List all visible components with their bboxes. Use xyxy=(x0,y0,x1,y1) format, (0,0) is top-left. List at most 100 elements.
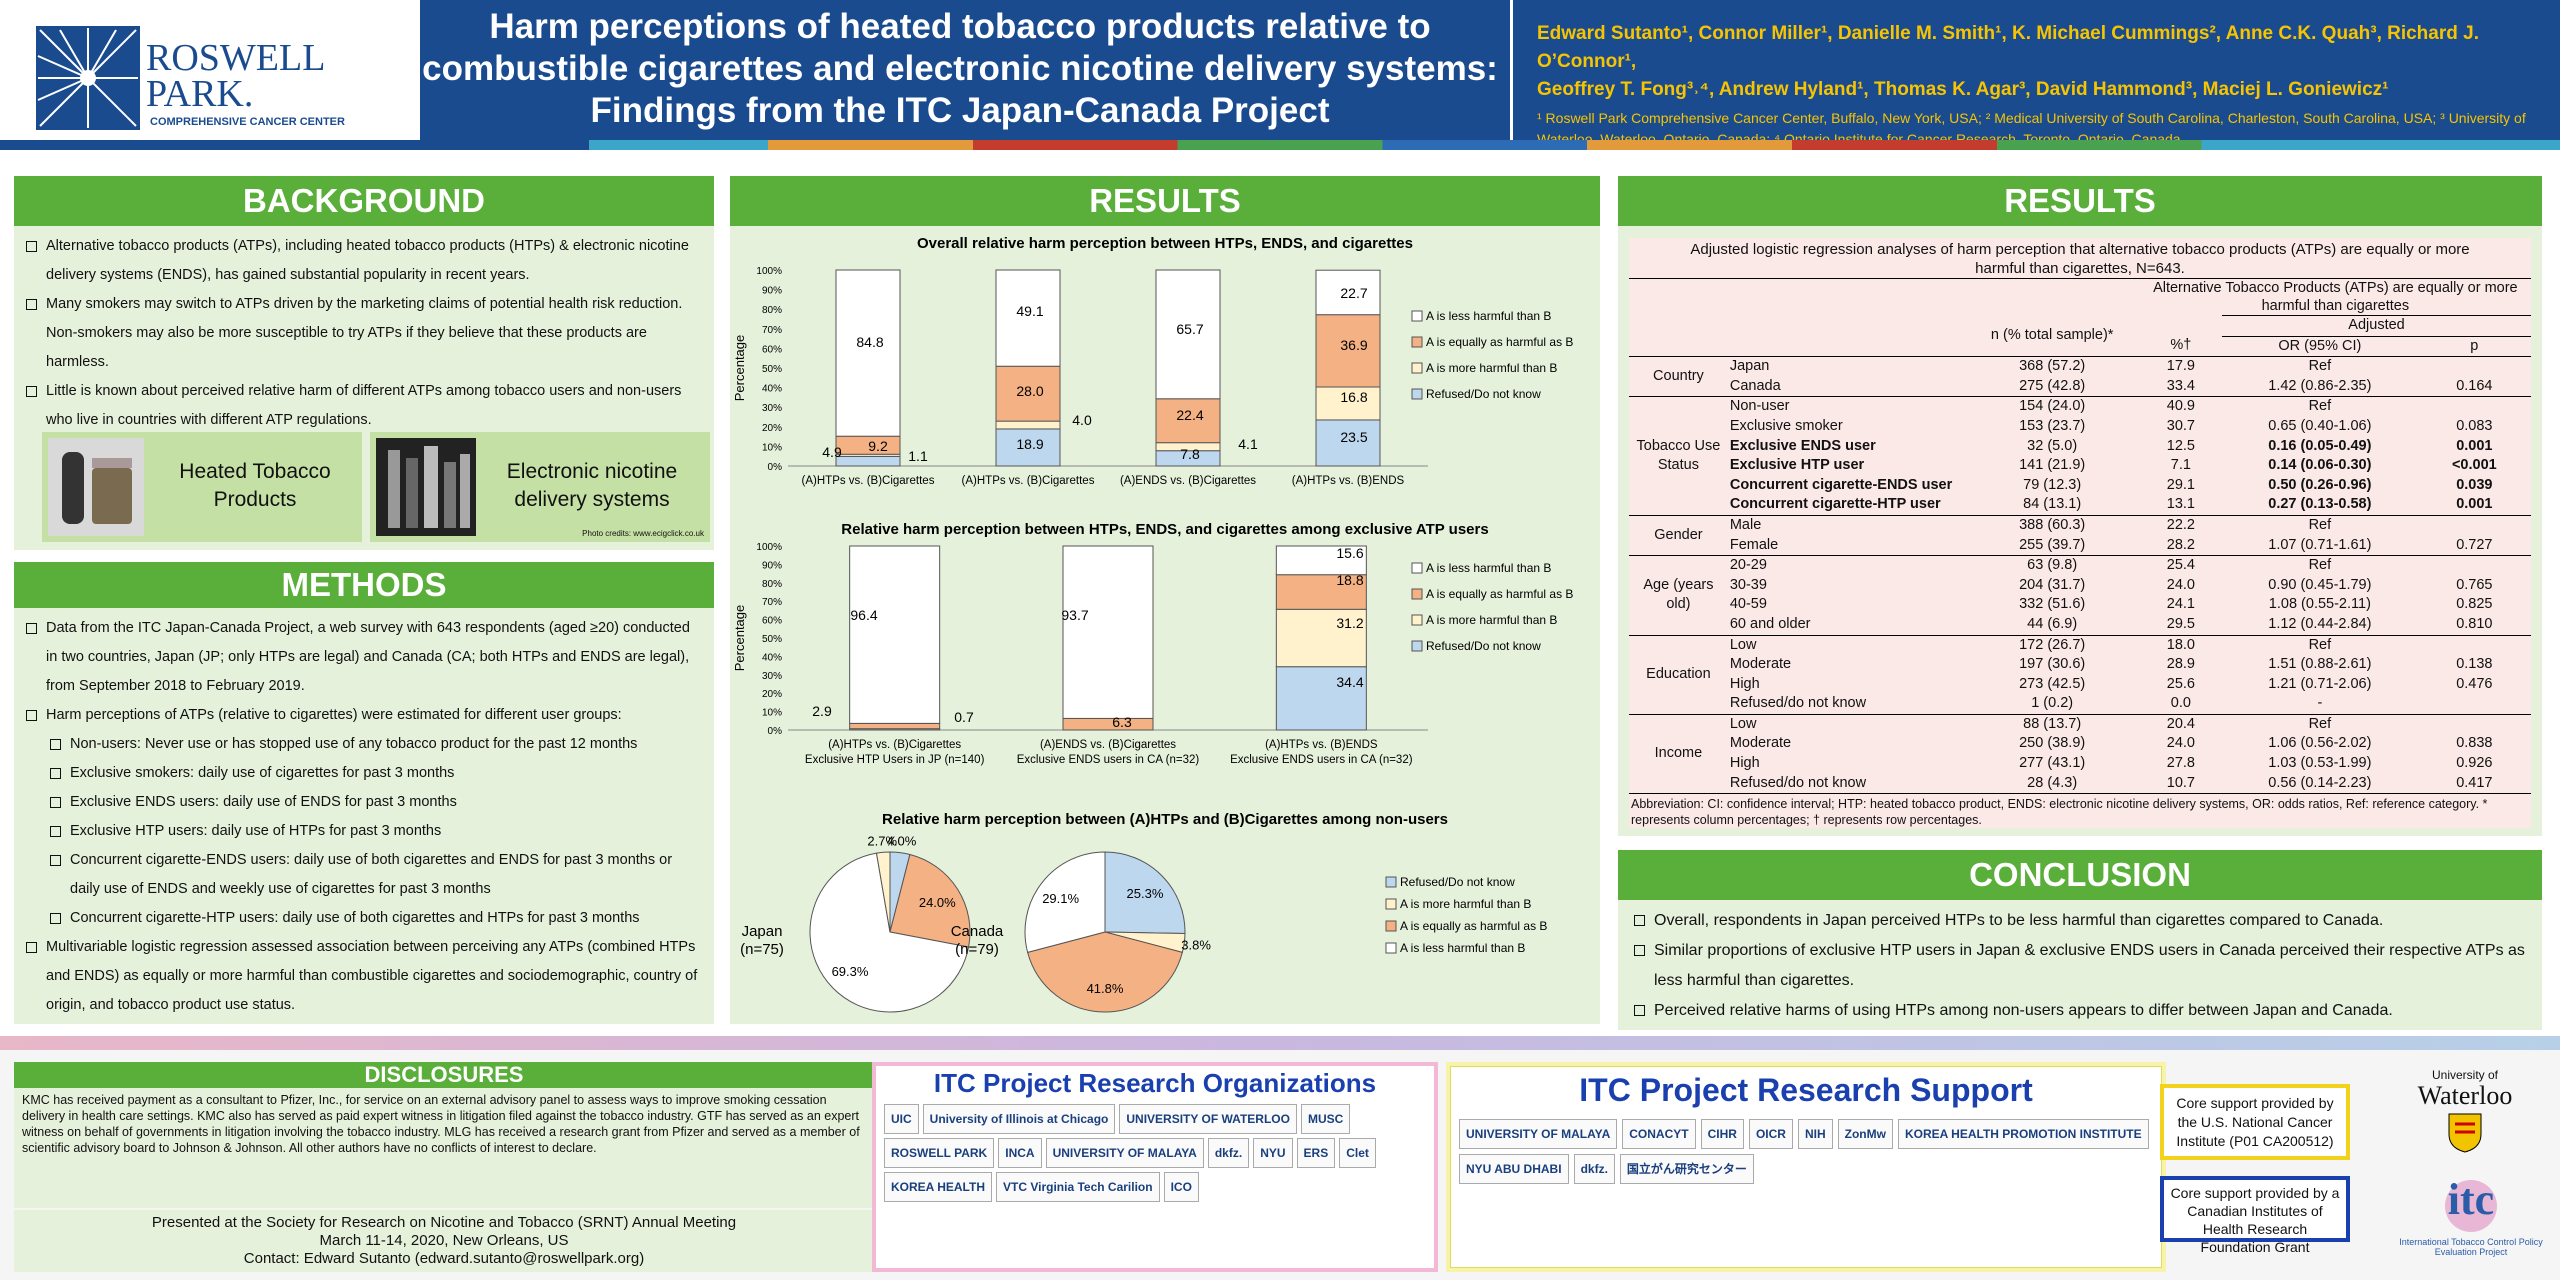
table-cell: Refused/do not know xyxy=(1729,695,1867,712)
table-cell: Female xyxy=(1729,536,1779,553)
table-row: Canada 275 (42.8) 33.4 1.42 (0.86-2.35) 0.16… xyxy=(1629,377,2531,397)
results-right-panel: RESULTS Adjusted logistic regression ana… xyxy=(1618,176,2542,836)
table-cell: 0.50 (0.26-0.96) xyxy=(2268,476,2372,493)
pie-slice xyxy=(889,853,971,948)
legend-swatch xyxy=(1385,898,1397,910)
data-label: 84.8 xyxy=(856,334,883,350)
table-cell: 7.1 xyxy=(2170,457,2191,474)
table-cell: Concurrent cigarette-HTP user xyxy=(1729,496,1941,513)
table-row: High 277 (43.1) 27.8 1.03 (0.53-1.99) 0.926 xyxy=(1629,754,2531,774)
data-label: 1.1 xyxy=(908,448,928,464)
table-row: Gender Male 388 (60.3) 22.2 Ref xyxy=(1629,515,2531,543)
table-cell xyxy=(2418,714,2531,734)
table-cell: 27.8 xyxy=(2166,755,2195,772)
table-cell: Exclusive smoker xyxy=(1729,417,1843,434)
table-cell: 0.039 xyxy=(2456,476,2493,493)
bar-segment xyxy=(995,269,1061,367)
pie-label: Japan xyxy=(742,923,783,940)
table-row: Age (years old) 20-29 63 (9.8) 25.4 Ref xyxy=(1629,555,2531,612)
legend-label: A is equally as harmful as B xyxy=(1426,335,1573,349)
data-label: 65.7 xyxy=(1176,321,1203,337)
legend-swatch xyxy=(1411,336,1423,348)
table-cell: 18.0 xyxy=(2166,636,2195,653)
table-abbreviations: Abbreviation: CI: confidence interval; H… xyxy=(1631,797,2488,828)
legend-swatch xyxy=(1385,876,1397,888)
partner-logo: UNIVERSITY OF MALAYA xyxy=(1045,1138,1204,1168)
pie-data-label: 24.0% xyxy=(919,895,956,910)
table-cell: Ref xyxy=(2308,358,2332,375)
bar-segment xyxy=(835,269,901,437)
table-row: Moderate 250 (38.9) 24.0 1.06 (0.56-2.02) 0.… xyxy=(1629,734,2531,754)
table-cell: Ref xyxy=(2308,557,2332,574)
table-cell: 204 (31.7) xyxy=(2019,576,2086,593)
table-cell: 388 (60.3) xyxy=(2019,516,2086,533)
data-label: 4.9 xyxy=(822,444,842,460)
x-tick-label: Exclusive HTP Users in JP (n=140) xyxy=(805,754,985,766)
partner-logo: CIHR xyxy=(1700,1119,1744,1149)
table-group-label: Country xyxy=(1653,367,1704,384)
pie-slice xyxy=(809,852,970,1013)
support-panel: ITC Project Research Support UNIVERSITY … xyxy=(1446,1062,2166,1272)
y-tick-label: 80% xyxy=(762,579,782,590)
background-bullet: Alternative tobacco products (ATPs), inc… xyxy=(24,232,700,290)
table-cell: Ref xyxy=(2308,398,2332,415)
table-cell: - xyxy=(2317,695,2323,712)
pie-data-label: 29.1% xyxy=(1042,891,1079,906)
table-cell: 32 (5.0) xyxy=(2027,437,2078,454)
chart-exclusive: Relative harm perception between HTPs, E… xyxy=(732,521,1573,766)
bar-segment xyxy=(1315,386,1381,421)
data-label: 22.7 xyxy=(1340,285,1367,301)
table-row: Female 255 (39.7) 28.2 1.07 (0.71-1.61) 0.72… xyxy=(1629,536,2531,556)
table-cell: Moderate xyxy=(1729,735,1792,752)
table-cell: 0.765 xyxy=(2456,576,2493,593)
data-label: 9.2 xyxy=(868,438,888,454)
table-cell: 0.417 xyxy=(2456,774,2493,791)
pie-label: (n=75) xyxy=(740,941,784,958)
data-label: 2.9 xyxy=(812,703,832,719)
sunburst-icon xyxy=(36,26,140,130)
table-cell xyxy=(2418,635,2531,655)
table-cell: 1.08 (0.55-2.11) xyxy=(2268,596,2371,613)
header-bar xyxy=(0,0,2560,148)
methods-item: Harm perceptions of ATPs (relative to ci… xyxy=(24,701,704,730)
conclusion-heading: CONCLUSION xyxy=(1618,850,2542,900)
table-header: Alternative Tobacco Products (ATPs) are … xyxy=(2139,278,2531,316)
table-cell xyxy=(1629,316,1965,337)
table-row: Exclusive ENDS user 32 (5.0) 12.5 0.16 (0.0… xyxy=(1629,437,2531,457)
table-group-label: Income xyxy=(1654,745,1703,762)
htp-label: Heated Tobacco Products xyxy=(179,460,331,511)
table-cell: 0.810 xyxy=(2456,615,2493,632)
pie-data-label: 3.8% xyxy=(1181,938,1211,953)
table-cell: 79 (12.3) xyxy=(2023,476,2082,493)
presented-box: Presented at the Society for Research on… xyxy=(14,1210,874,1272)
table-cell xyxy=(2418,694,2531,714)
table-group-label: Education xyxy=(1646,665,1711,682)
chart-pie-nonusers: Relative harm perception between (A)HTPs… xyxy=(740,811,1547,1013)
table-cell xyxy=(2418,515,2531,535)
table-cell: Ref xyxy=(2308,516,2332,533)
table-header: %† xyxy=(2170,337,2192,354)
legend-swatch xyxy=(1385,942,1397,954)
partner-logo: NIH xyxy=(1797,1119,1833,1149)
bar-segment xyxy=(1275,666,1367,731)
table-cell xyxy=(2418,556,2531,576)
methods-heading: METHODS xyxy=(14,562,714,608)
bar-segment xyxy=(849,545,941,724)
regression-table: Alternative Tobacco Products (ATPs) are … xyxy=(1629,278,2531,794)
pie-data-label: 69.3% xyxy=(832,964,869,979)
disclosures-text: KMC has received payment as a consultant… xyxy=(22,1093,860,1155)
x-tick-label: (A)ENDS vs. (B)Cigarettes xyxy=(1120,475,1256,487)
legend-label: A is more harmful than B xyxy=(1426,613,1557,627)
bar-segment xyxy=(1062,717,1154,731)
table-cell: 141 (21.9) xyxy=(2019,457,2086,474)
x-tick-label: (A)HTPs vs. (B)Cigarettes xyxy=(802,475,935,487)
table-cell: 28.2 xyxy=(2166,536,2195,553)
partner-logo: NYU ABU DHABI xyxy=(1459,1154,1569,1184)
methods-subitem: Concurrent cigarette-HTP users: daily us… xyxy=(48,904,704,933)
orgs-heading: ITC Project Research Organizations xyxy=(933,1068,1377,1098)
table-cell: 25.6 xyxy=(2166,675,2195,692)
legend-label: A is less harmful than B xyxy=(1400,941,1525,955)
table-cell xyxy=(1629,278,2140,316)
table-cell: 0.56 (0.14-2.23) xyxy=(2268,774,2372,791)
partner-logo: INCA xyxy=(998,1138,1042,1168)
